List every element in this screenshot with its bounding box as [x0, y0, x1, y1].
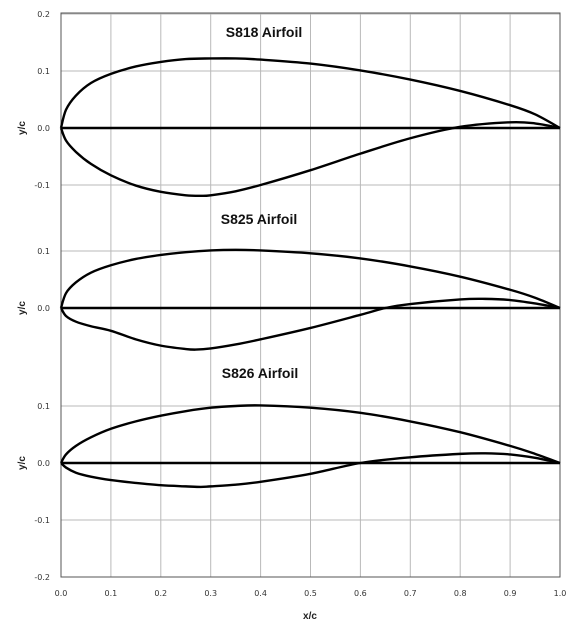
lower-surface-line [60, 452, 561, 489]
y-axis-label-s826: y/c [17, 456, 28, 470]
x-tick-label: 0.1 [105, 589, 118, 598]
y-tick-label: 0.1 [37, 402, 50, 411]
plot-frame [60, 12, 561, 578]
y-tick-label: 0.1 [37, 67, 50, 76]
x-tick-label: 0.9 [504, 589, 517, 598]
upper-surface-line [59, 57, 561, 130]
x-tick-label: 1.0 [554, 589, 567, 598]
chart-title-s826: S826 Airfoil [222, 365, 299, 381]
x-tick-label: 0.8 [454, 589, 467, 598]
x-tick-label: 0.6 [354, 589, 367, 598]
chart-title-s825: S825 Airfoil [221, 211, 298, 227]
y-tick-label: -0.1 [34, 516, 50, 525]
x-tick-label: 0.4 [254, 589, 267, 598]
x-tick-label: 0.0 [55, 589, 68, 598]
y-tick-label: 0.0 [37, 304, 50, 313]
lower-surface-line [59, 297, 561, 351]
y-tick-label: 0.2 [37, 10, 50, 19]
x-tick-label: 0.3 [204, 589, 217, 598]
y-axis-label-s818: y/c [17, 121, 28, 135]
x-tick-label: 0.2 [154, 589, 167, 598]
y-axis-label-s825: y/c [17, 301, 28, 315]
x-axis-label: x/c [303, 611, 317, 622]
y-tick-label: 0.1 [37, 247, 50, 256]
airfoil-profiles [59, 57, 561, 489]
tick-labels: 0.2 0.1 0.0 -0.1 0.1 0.0 0.1 0.0 -0.1 -0.2 0.0 0.1 0… [34, 10, 566, 598]
y-tick-label: 0.0 [37, 124, 50, 133]
y-tick-label: -0.1 [34, 181, 50, 190]
y-tick-label: 0.0 [37, 459, 50, 468]
upper-surface-line [59, 404, 561, 465]
upper-surface-line [59, 248, 561, 310]
chart-title-s818: S818 Airfoil [226, 24, 303, 40]
y-tick-label: -0.2 [34, 573, 50, 582]
x-tick-label: 0.5 [304, 589, 317, 598]
x-tick-label: 0.7 [404, 589, 417, 598]
